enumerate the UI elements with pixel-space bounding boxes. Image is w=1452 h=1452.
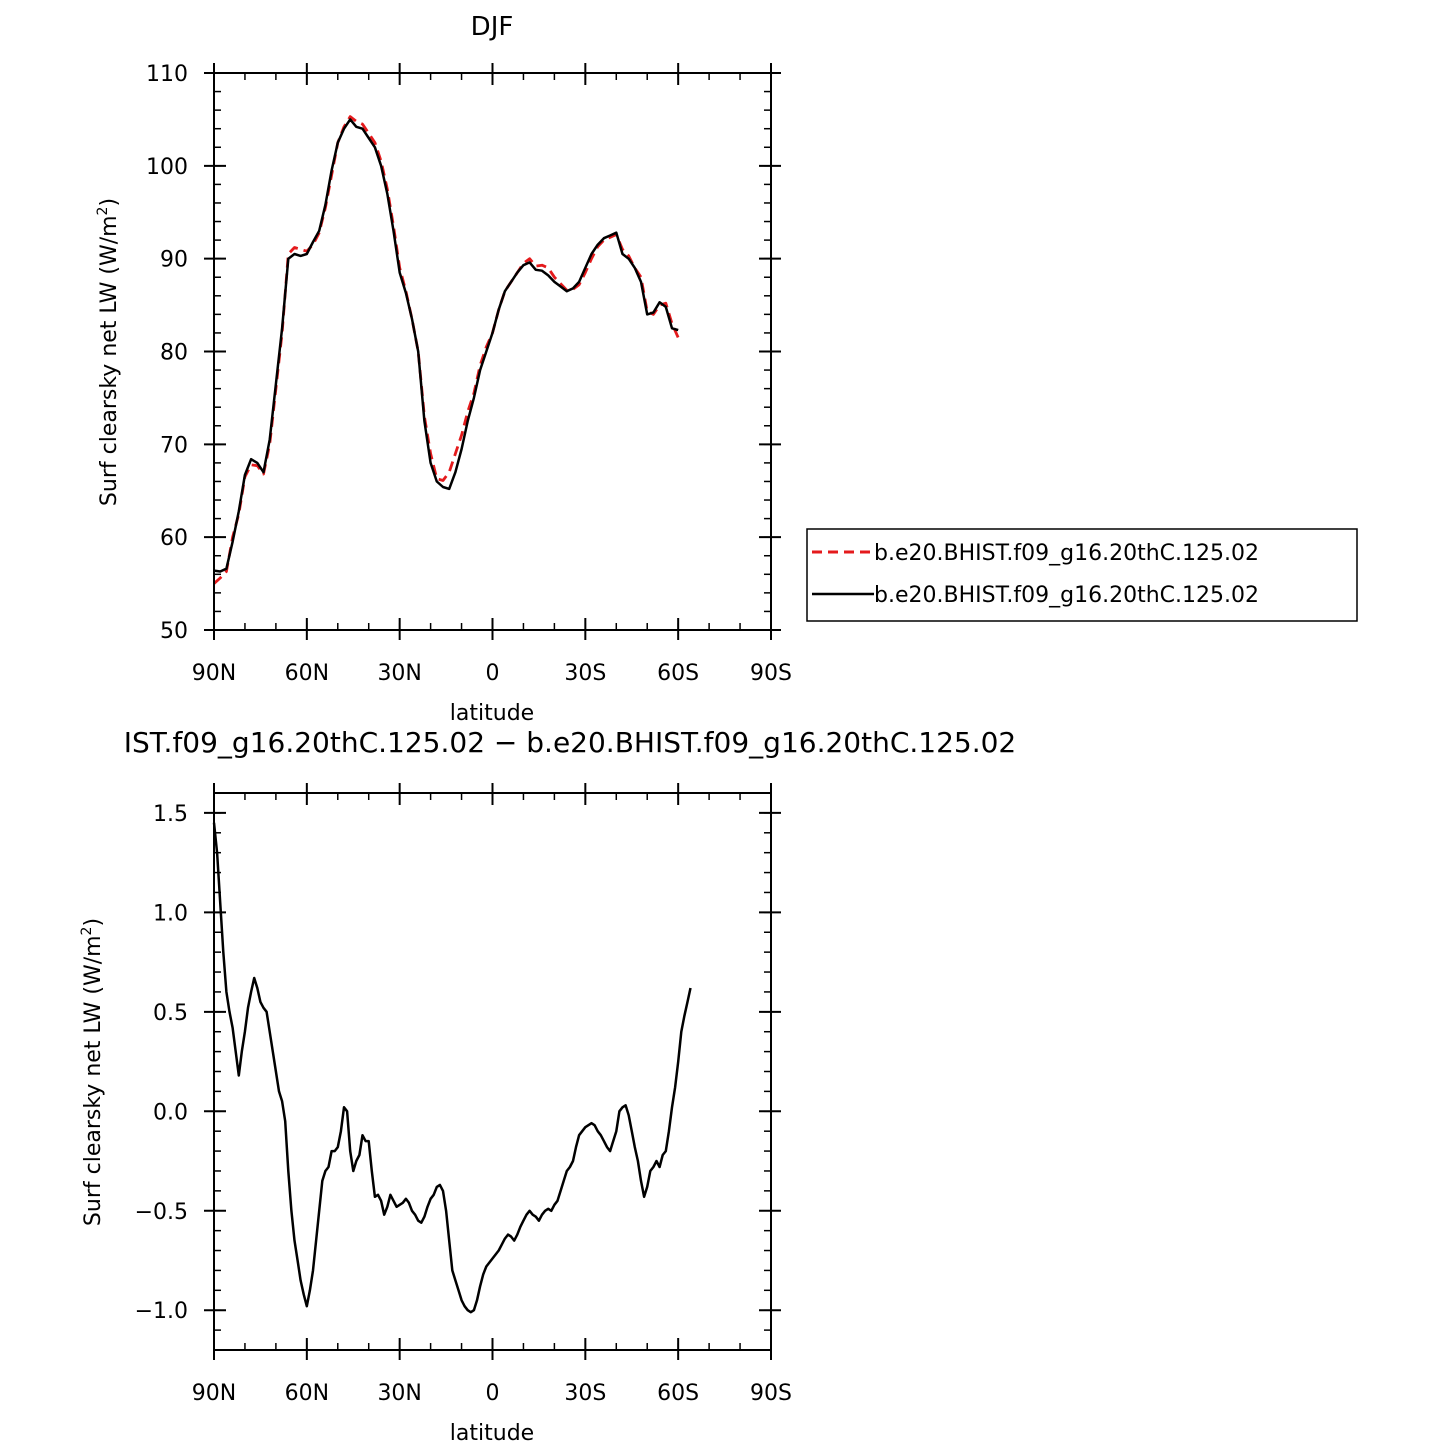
x-tick-label: 90S bbox=[750, 661, 792, 686]
x-tick-label: 0 bbox=[486, 661, 500, 686]
y-tick-label: 50 bbox=[160, 619, 188, 644]
x-tick-label: 60S bbox=[657, 661, 699, 686]
legend-entry-0: b.e20.BHIST.f09_g16.20thC.125.02 bbox=[874, 541, 1259, 566]
x-tick-label: 30N bbox=[377, 661, 421, 686]
y-tick-label: 90 bbox=[160, 248, 188, 273]
y-tick-label: 70 bbox=[160, 433, 188, 458]
top-panel-ylabel: Surf clearsky net LW (W/m2) bbox=[95, 198, 122, 506]
top-panel-ylabel-sup: 2 bbox=[95, 207, 111, 216]
bottom-panel-ticks: 90N 60N 30N 0 30S 60S 90S −1.0 −0.5 0.0 0.5 1.0 1.5 bbox=[135, 783, 792, 1406]
x-tick-label: 30S bbox=[564, 661, 606, 686]
series-line-0 bbox=[213, 115, 680, 585]
x-tick-label: 60N bbox=[285, 1381, 329, 1406]
series-line-1 bbox=[213, 118, 679, 573]
top-panel-ticks: 90N 60N 30N 0 30S 60S 90S 50 60 70 80 90 100 110 bbox=[146, 62, 792, 686]
y-tick-label: −1.0 bbox=[135, 1299, 188, 1324]
x-tick-label: 0 bbox=[486, 1381, 500, 1406]
bottom-panel-plot-frame bbox=[213, 792, 772, 1351]
x-tick-label: 90N bbox=[192, 1381, 236, 1406]
top-panel-xlabel: latitude bbox=[450, 701, 534, 726]
x-tick-label: 90S bbox=[750, 1381, 792, 1406]
top-panel-title: DJF bbox=[471, 12, 514, 42]
x-tick-label: 30N bbox=[377, 1381, 421, 1406]
bottom-panel: IST.f09_g16.20thC.125.02 − b.e20.BHIST.f… bbox=[79, 726, 1016, 1446]
bottom-panel-title: IST.f09_g16.20thC.125.02 − b.e20.BHIST.f… bbox=[124, 726, 1017, 759]
y-tick-label: 110 bbox=[146, 62, 188, 87]
x-tick-label: 60S bbox=[657, 1381, 699, 1406]
bottom-panel-ylabel-end: ) bbox=[81, 918, 106, 927]
y-tick-label: 1.5 bbox=[153, 802, 188, 827]
top-panel-series bbox=[213, 115, 680, 585]
bottom-panel-xlabel: latitude bbox=[450, 1421, 534, 1446]
y-tick-label: 80 bbox=[160, 341, 188, 366]
y-tick-label: 0.0 bbox=[153, 1100, 188, 1125]
bottom-panel-ylabel: Surf clearsky net LW (W/m2) bbox=[79, 918, 106, 1226]
x-tick-label: 30S bbox=[564, 1381, 606, 1406]
top-panel-plot-frame bbox=[213, 72, 772, 631]
series-line-0 bbox=[212, 822, 692, 1314]
bottom-panel-ylabel-main: Surf clearsky net LW (W/m bbox=[81, 935, 106, 1226]
top-panel-ylabel-end: ) bbox=[97, 198, 122, 207]
bottom-panel-series bbox=[212, 822, 692, 1314]
y-tick-label: 60 bbox=[160, 526, 188, 551]
top-panel-ylabel-main: Surf clearsky net LW (W/m bbox=[97, 215, 122, 506]
bottom-panel-ylabel-sup: 2 bbox=[79, 927, 95, 936]
x-tick-label: 60N bbox=[285, 661, 329, 686]
y-tick-label: 1.0 bbox=[153, 901, 188, 926]
legend-entry-1: b.e20.BHIST.f09_g16.20thC.125.02 bbox=[874, 583, 1259, 608]
top-panel: DJF 90N 60N 30N 0 30S 60S 90S5060708090100110 … bbox=[95, 12, 1358, 726]
legend-box bbox=[806, 528, 1358, 622]
x-tick-label: 90N bbox=[192, 661, 236, 686]
y-tick-label: 100 bbox=[146, 155, 188, 180]
y-tick-label: 0.5 bbox=[153, 1001, 188, 1026]
y-tick-label: −0.5 bbox=[135, 1200, 188, 1225]
legend: b.e20.BHIST.f09_g16.20thC.125.02 b.e20.B… bbox=[806, 528, 1358, 622]
